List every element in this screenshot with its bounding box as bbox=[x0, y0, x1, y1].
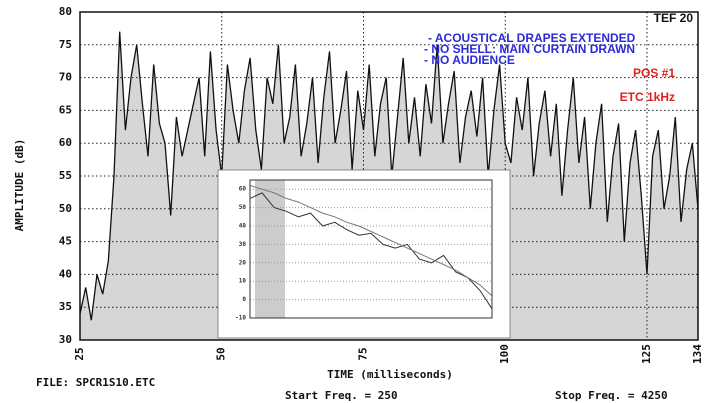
y-tick-label: 60 bbox=[59, 136, 72, 149]
annotation: - NO SHELL: MAIN CURTAIN DRAWN bbox=[424, 42, 635, 56]
y-tick-label: 50 bbox=[239, 204, 247, 211]
x-tick-label: 50 bbox=[215, 347, 228, 360]
x-tick-label: 75 bbox=[356, 347, 369, 360]
chart-title: TEF 20 bbox=[654, 11, 694, 25]
x-tick-label: 134 bbox=[691, 344, 704, 364]
annotation: - ACOUSTICAL DRAPES EXTENDED bbox=[428, 31, 636, 45]
y-tick-label: 30 bbox=[239, 241, 247, 248]
y-tick-label: 55 bbox=[59, 169, 72, 182]
y-tick-label: 50 bbox=[59, 202, 72, 215]
inset-frame bbox=[249, 179, 493, 319]
plot-frame bbox=[79, 11, 699, 341]
y-tick-label: 65 bbox=[59, 103, 72, 116]
y-tick-label: 20 bbox=[239, 259, 247, 266]
y-tick-label: 40 bbox=[59, 267, 72, 280]
y-tick-label: 30 bbox=[59, 333, 72, 346]
y-tick-label: 40 bbox=[239, 223, 247, 230]
annotation: POS #1 bbox=[633, 66, 675, 80]
y-tick-label: 35 bbox=[59, 300, 72, 313]
y-tick-label: 10 bbox=[239, 278, 247, 285]
y-tick-label: 45 bbox=[59, 235, 72, 248]
x-axis-label: TIME (milliseconds) bbox=[327, 368, 453, 381]
y-tick-label: 0 bbox=[242, 296, 246, 303]
y-tick-label: 80 bbox=[59, 5, 72, 18]
stop-freq: Stop Freq. = 4250 bbox=[555, 389, 668, 402]
inset-line bbox=[249, 185, 493, 297]
annotation: - NO AUDIENCE bbox=[424, 53, 515, 67]
x-tick-label: 125 bbox=[640, 344, 653, 364]
y-tick-label: -10 bbox=[235, 315, 246, 322]
line bbox=[79, 31, 699, 321]
x-tick-label: 100 bbox=[498, 344, 511, 364]
y-tick-label: 70 bbox=[59, 71, 72, 84]
inset-shade bbox=[255, 180, 285, 318]
file-label: FILE: SPCR1S10.ETC bbox=[36, 376, 155, 389]
start-freq: Start Freq. = 250 bbox=[285, 389, 398, 402]
y-axis-label: AMPLITUDE (dB) bbox=[13, 139, 26, 232]
annotation: ETC 1kHz bbox=[620, 90, 675, 104]
y-tick-label: 75 bbox=[59, 38, 72, 51]
x-tick-label: 25 bbox=[73, 347, 86, 360]
inset-line bbox=[249, 192, 493, 310]
y-tick-label: 60 bbox=[239, 186, 247, 193]
